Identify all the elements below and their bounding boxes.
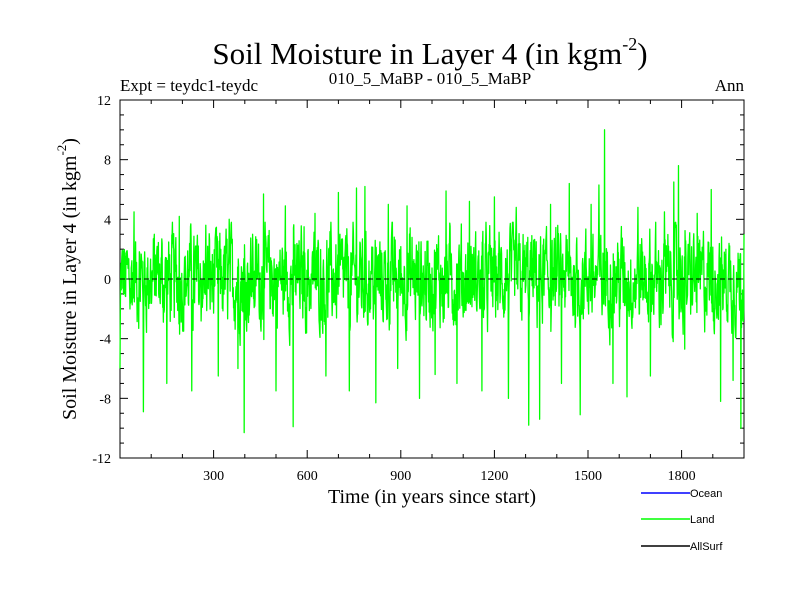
- y-tick-label: -8: [99, 392, 111, 407]
- y-tick-label: 0: [104, 273, 111, 288]
- subtitle-left: Expt = teydc1-teydc: [120, 76, 258, 95]
- x-tick-label: 1500: [574, 469, 602, 484]
- chart-title-suffix: ): [637, 36, 647, 71]
- y-tick-label: -12: [92, 452, 111, 467]
- chart-title-main: Soil Moisture in Layer 4 (in kgm: [212, 36, 622, 71]
- y-axis-label-superscript: -2: [54, 145, 69, 156]
- x-tick-label: 1800: [668, 469, 696, 484]
- chart-title-superscript: -2: [622, 34, 637, 54]
- x-tick-label: 900: [390, 469, 411, 484]
- legend-label-allsurf: AllSurf: [690, 541, 723, 553]
- legend: Ocean Land AllSurf: [641, 488, 723, 553]
- series-line-land: [119, 129, 745, 434]
- subtitle-right: Ann: [715, 76, 745, 95]
- y-tick-label: 8: [104, 154, 111, 169]
- legend-label-land: Land: [690, 514, 714, 526]
- y-tick-label: -4: [99, 333, 111, 348]
- y-axis-label: Soil Moisture in Layer 4 (in kgm-2): [54, 138, 81, 420]
- x-axis: 300 600 900 1200 1500 1800: [119, 100, 745, 484]
- x-tick-label: 600: [297, 469, 318, 484]
- legend-label-ocean: Ocean: [690, 488, 722, 500]
- chart-title: Soil Moisture in Layer 4 (in kgm-2): [212, 34, 647, 71]
- subtitle-center: 010_5_MaBP - 010_5_MaBP: [329, 69, 531, 88]
- x-tick-label: 1200: [480, 469, 508, 484]
- x-axis-label: Time (in years since start): [328, 486, 536, 508]
- y-axis-label-main: Soil Moisture in Layer 4 (in kgm: [59, 155, 81, 420]
- series-layer: [119, 129, 745, 434]
- y-axis-label-suffix: ): [59, 138, 81, 145]
- y-tick-label: 4: [104, 213, 111, 228]
- x-tick-label: 300: [203, 469, 224, 484]
- y-tick-label: 12: [97, 94, 111, 109]
